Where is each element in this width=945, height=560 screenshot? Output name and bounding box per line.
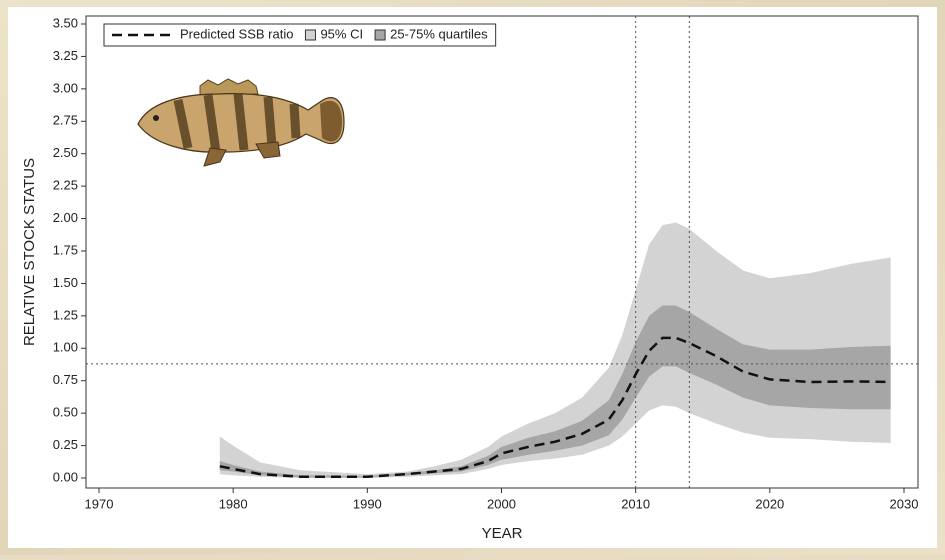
x-tick-label: 1980 [219,496,248,511]
y-tick-label: 1.00 [53,340,78,355]
x-tick-label: 1990 [353,496,382,511]
x-tick-label: 2000 [487,496,516,511]
legend-label: Predicted SSB ratio [180,26,293,41]
page: 0.00 0.25 0.50 0.75 1.00 1.25 1.50 1.75 2.00 2.25… [0,0,945,555]
y-tick-label: 3.00 [53,80,78,95]
legend-swatch [305,30,315,40]
legend: Predicted SSB ratio 95% CI 25-75% quartile… [104,24,496,46]
legend-label: 25-75% quartiles [390,26,488,41]
y-tick-label: 2.00 [53,210,78,225]
y-tick-label: 3.25 [53,48,78,63]
y-tick-label: 1.50 [53,275,78,290]
x-axis-label: YEAR [482,525,523,542]
y-axis-label: RELATIVE STOCK STATUS [21,158,38,346]
y-tick-label: 0.75 [53,372,78,387]
y-tick-label: 2.50 [53,145,78,160]
x-tick-label: 2020 [755,496,784,511]
y-tick-label: 1.75 [53,242,78,257]
y-tick-label: 3.50 [53,15,78,30]
x-tick-label: 2010 [621,496,650,511]
x-tick-label: 2030 [890,496,919,511]
y-tick-label: 1.25 [53,307,78,322]
y-tick-label: 0.50 [53,405,78,420]
y-tick-label: 0.00 [53,469,78,484]
y-tick-label: 0.25 [53,437,78,452]
legend-label: 95% CI [320,26,363,41]
legend-swatch [375,30,385,40]
y-tick-label: 2.75 [53,113,78,128]
y-tick-label: 2.25 [53,178,78,193]
x-tick-label: 1970 [85,496,114,511]
chart: 0.00 0.25 0.50 0.75 1.00 1.25 1.50 1.75 2.00 2.25… [0,0,945,555]
